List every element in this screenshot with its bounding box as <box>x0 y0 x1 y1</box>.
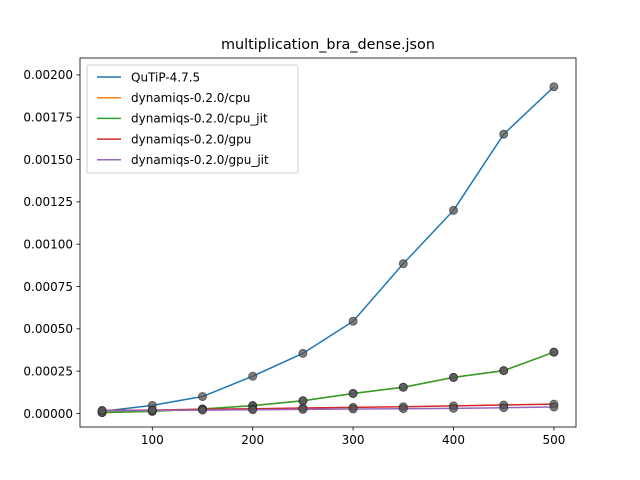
plot-area <box>97 82 559 418</box>
series-line-5 <box>102 406 554 412</box>
data-point <box>298 348 308 358</box>
data-point <box>398 259 408 269</box>
data-point <box>549 347 559 357</box>
axes-frame <box>79 57 577 428</box>
data-point <box>147 405 157 415</box>
data-point <box>449 372 459 382</box>
x-tick-label: 500 <box>542 433 565 447</box>
data-point <box>348 316 358 326</box>
data-point <box>248 371 258 381</box>
data-point <box>197 405 207 415</box>
data-point <box>348 404 358 414</box>
data-markers <box>97 82 559 418</box>
x-tick-label: 400 <box>442 433 465 447</box>
legend-label: dynamiqs-0.2.0/gpu_jit <box>131 153 269 167</box>
chart-title: multiplication_bra_dense.json <box>221 37 435 53</box>
data-point <box>499 366 509 376</box>
x-axis: 100 200 300 400 500 <box>141 427 565 447</box>
y-tick-label: 0.00050 <box>23 322 73 336</box>
y-tick-label: 0.00100 <box>23 237 73 251</box>
data-point <box>348 388 358 398</box>
data-point <box>398 404 408 414</box>
y-tick-label: 0.00125 <box>23 195 73 209</box>
x-tick-label: 100 <box>141 433 164 447</box>
legend-label: dynamiqs-0.2.0/gpu <box>131 132 251 146</box>
series-lines <box>101 86 555 414</box>
y-tick-label: 0.00150 <box>23 153 73 167</box>
data-point <box>499 129 509 139</box>
legend-label: dynamiqs-0.2.0/cpu_jit <box>131 112 268 126</box>
data-point <box>449 403 459 413</box>
data-point <box>97 406 107 416</box>
y-tick-label: 0.00200 <box>23 68 73 82</box>
legend-label: dynamiqs-0.2.0/cpu <box>131 91 250 105</box>
legend-items: QuTiP-4.7.5 dynamiqs-0.2.0/cpu dynamiqs-0.… <box>97 70 269 167</box>
data-point <box>248 405 258 415</box>
data-point <box>549 402 559 412</box>
data-point <box>499 403 509 413</box>
data-point <box>449 205 459 215</box>
y-tick-label: 0.00025 <box>23 364 73 378</box>
series-line-1 <box>101 86 555 413</box>
legend-box <box>86 64 299 174</box>
legend: QuTiP-4.7.5 dynamiqs-0.2.0/cpu dynamiqs-0.… <box>86 64 299 174</box>
x-tick-label: 300 <box>342 433 365 447</box>
data-point <box>197 392 207 402</box>
data-point <box>298 404 308 414</box>
y-tick-label: 0.00175 <box>23 111 73 125</box>
y-tick-label: 0.00000 <box>23 407 73 421</box>
y-tick-label: 0.00075 <box>23 280 73 294</box>
data-point <box>398 382 408 392</box>
x-tick-label: 200 <box>241 433 264 447</box>
legend-label: QuTiP-4.7.5 <box>131 70 200 84</box>
y-axis: 0.00000 0.00025 0.00050 0.00075 0.00100 0.001… <box>23 68 80 421</box>
data-point <box>549 82 559 92</box>
